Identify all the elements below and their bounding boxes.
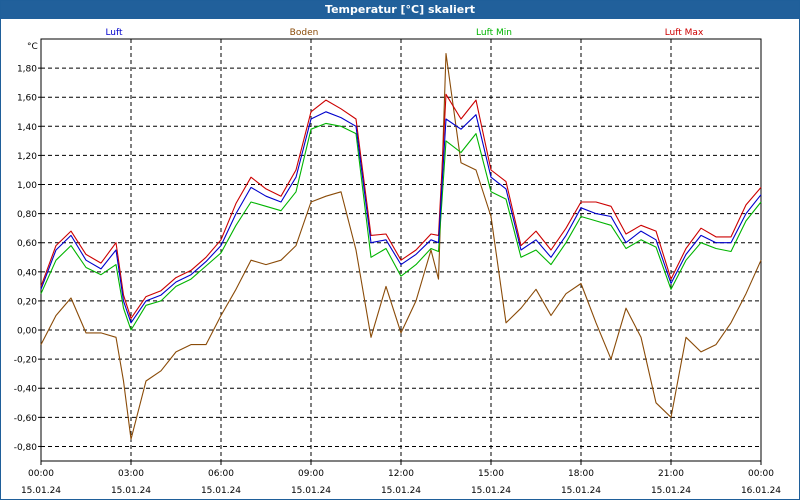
y-axis-label: °C [27, 42, 38, 52]
y-tick-label: -0,60 [14, 414, 38, 424]
y-tick-label: 0,40 [17, 268, 37, 278]
legend-entry-luft: Luft [105, 28, 123, 38]
x-tick-time-label: 15:00 [478, 469, 504, 479]
y-tick-label: -0,80 [14, 443, 38, 453]
y-tick-label: 0,00 [17, 327, 37, 337]
x-tick-date-label: 15.01.24 [201, 486, 241, 496]
y-tick-label: 1,00 [17, 181, 37, 191]
series-line-boden [40, 53, 762, 440]
x-tick-date-label: 15.01.24 [651, 486, 691, 496]
y-tick-label: 0,80 [17, 210, 37, 220]
y-tick-label: -0,20 [14, 356, 38, 366]
x-tick-date-label: 15.01.24 [471, 486, 511, 496]
y-tick-label: 1,20 [17, 152, 37, 162]
legend-entry-boden: Boden [290, 28, 319, 38]
x-tick-date-label: 16.01.24 [741, 486, 781, 496]
x-tick-date-label: 15.01.24 [21, 486, 61, 496]
y-tick-label: -0,40 [14, 385, 38, 395]
y-tick-label: 0,60 [17, 239, 37, 249]
x-tick-date-label: 15.01.24 [561, 486, 601, 496]
x-tick-time-label: 03:00 [118, 469, 144, 479]
x-tick-time-label: 06:00 [208, 469, 234, 479]
series-line-luft-min [40, 122, 762, 331]
x-tick-date-label: 15.01.24 [381, 486, 421, 496]
x-tick-time-label: 00:00 [28, 469, 54, 479]
series-line-luft-max [40, 93, 762, 319]
y-tick-label: 1,60 [17, 94, 37, 104]
series-line-luft [40, 111, 762, 324]
x-tick-time-label: 18:00 [568, 469, 594, 479]
x-tick-time-label: 21:00 [658, 469, 684, 479]
window-title: Temperatur [°C] skaliert [1, 1, 799, 19]
y-tick-label: 1,40 [17, 123, 37, 133]
y-tick-label: 0,20 [17, 297, 37, 307]
x-tick-date-label: 15.01.24 [111, 486, 151, 496]
x-tick-time-label: 00:00 [748, 469, 774, 479]
x-tick-time-label: 12:00 [388, 469, 414, 479]
y-tick-label: 1,80 [17, 65, 37, 75]
legend-entry-luft-max: Luft Max [665, 28, 704, 38]
x-tick-date-label: 15.01.24 [291, 486, 331, 496]
legend-entry-luft-min: Luft Min [476, 28, 512, 38]
x-tick-time-label: 09:00 [298, 469, 324, 479]
